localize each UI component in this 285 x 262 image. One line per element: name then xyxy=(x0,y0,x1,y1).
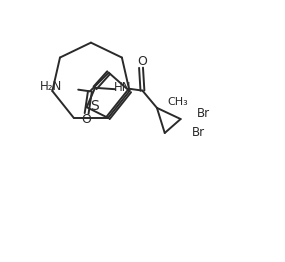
Text: Br: Br xyxy=(197,107,210,120)
Text: HN: HN xyxy=(114,81,132,94)
Text: H₂N: H₂N xyxy=(40,80,62,93)
Text: Br: Br xyxy=(192,126,205,139)
Text: O: O xyxy=(137,55,147,68)
Text: S: S xyxy=(90,99,99,113)
Text: CH₃: CH₃ xyxy=(168,97,188,107)
Text: O: O xyxy=(81,113,91,126)
